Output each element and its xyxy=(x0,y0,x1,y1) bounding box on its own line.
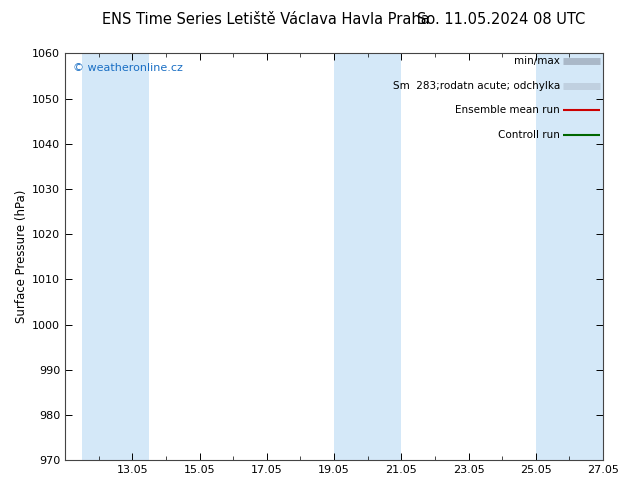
Bar xyxy=(334,53,401,460)
Text: min/max: min/max xyxy=(514,56,560,67)
Text: Sm  283;rodatn acute; odchylka: Sm 283;rodatn acute; odchylka xyxy=(393,81,560,91)
Bar xyxy=(536,53,603,460)
Text: ENS Time Series Letiště Václava Havla Praha: ENS Time Series Letiště Václava Havla Pr… xyxy=(103,12,430,27)
Text: So. 11.05.2024 08 UTC: So. 11.05.2024 08 UTC xyxy=(417,12,585,27)
Text: Controll run: Controll run xyxy=(498,130,560,140)
Text: Ensemble mean run: Ensemble mean run xyxy=(455,105,560,115)
Y-axis label: Surface Pressure (hPa): Surface Pressure (hPa) xyxy=(15,190,28,323)
Bar xyxy=(82,53,149,460)
Text: © weatheronline.cz: © weatheronline.cz xyxy=(73,64,183,74)
